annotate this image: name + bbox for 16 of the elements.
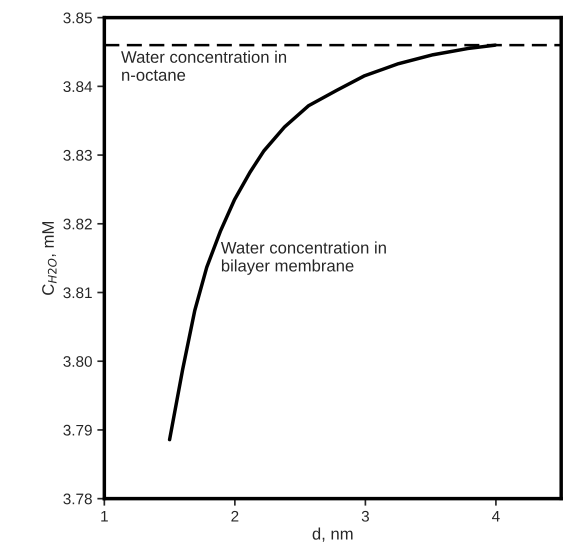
x-tick-label: 2 [231, 510, 238, 522]
x-tick-label: 4 [492, 511, 500, 522]
y-tick-label: 3.85 [63, 12, 92, 24]
annotation: Water concentration in bilayer membrane [220, 241, 386, 275]
x-tick-label: 3 [362, 510, 369, 522]
x-tick-label: 1 [101, 511, 108, 522]
x-axis-title: d, nm [312, 527, 353, 542]
y-tick-label: 3.81 [63, 287, 92, 298]
y-axis-title: C$_{H2O}$, mM [42, 222, 57, 295]
y-tick-label: 3.82 [63, 218, 92, 230]
ref-line-label: Water concentration in n-octane [121, 50, 286, 81]
y-tick-label: 3.79 [63, 424, 92, 436]
y-tick-label: 3.83 [63, 150, 92, 161]
y-tick-label: 3.78 [63, 494, 92, 504]
y-tick-label: 3.84 [63, 81, 92, 92]
y-tick-label: 3.80 [63, 356, 92, 367]
